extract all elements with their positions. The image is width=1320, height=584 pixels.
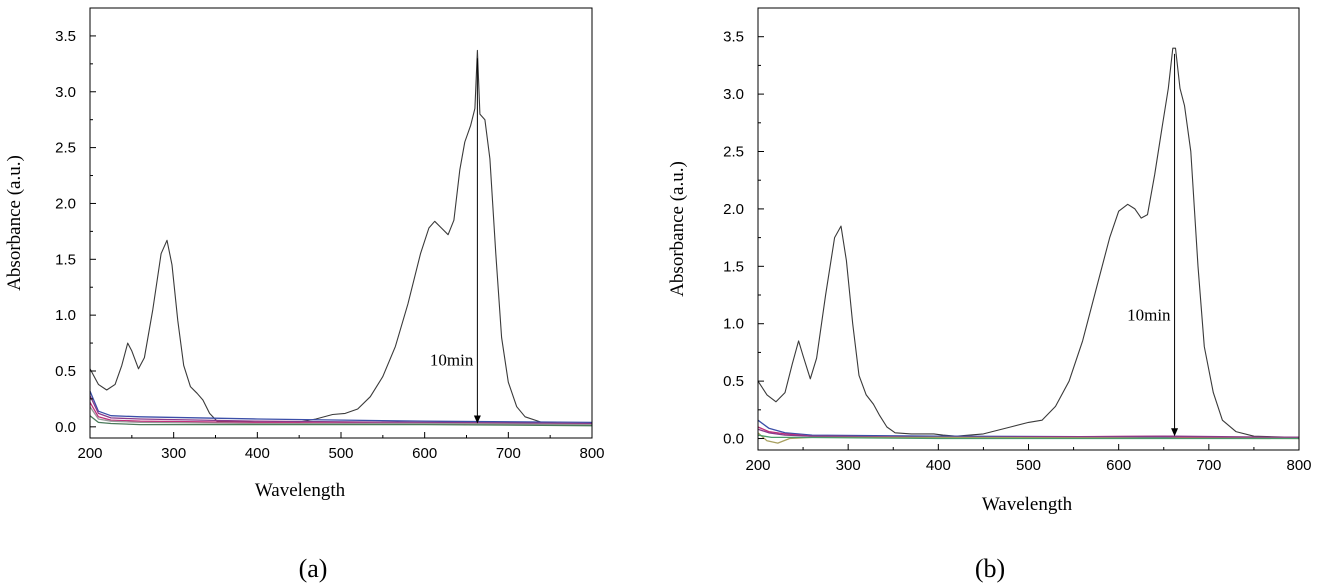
x-tick-label: 800: [579, 445, 604, 462]
annotation-arrowhead: [1171, 428, 1179, 437]
x-axis-title: Wavelength: [982, 494, 1073, 515]
x-tick-label: 800: [1286, 457, 1311, 474]
x-tick-label: 700: [1196, 457, 1221, 474]
series-line: [757, 428, 1300, 439]
series-line: [89, 415, 593, 427]
y-axis-title: Absorbance (a.u.): [667, 161, 688, 297]
x-tick-label: 700: [496, 445, 521, 462]
series-line: [757, 434, 1299, 440]
x-tick-label: 500: [1016, 457, 1041, 474]
series-line: [89, 49, 592, 425]
y-tick-label: 3.5: [723, 29, 744, 46]
panel-label: (b): [975, 554, 1005, 583]
series-line: [757, 419, 1300, 439]
y-tick-label: 3.0: [55, 84, 76, 101]
panel-label: (a): [299, 554, 328, 583]
y-tick-label: 2.0: [723, 201, 744, 218]
y-tick-label: 3.0: [723, 86, 744, 103]
y-tick-label: 0.0: [55, 419, 76, 436]
panel-b: 200 300 400 500 600 700 800 0.0 0.5 1.0 1.5 2.0 2.5 3…: [667, 7, 1312, 583]
x-tick-label: 600: [412, 445, 437, 462]
y-tick-label: 2.5: [723, 144, 744, 161]
panel-a: 200 300 400 500 600 700 800 0.0 0.5 1.0 1.5 2.0 2.5 3…: [4, 7, 605, 583]
y-tick-label: 1.5: [55, 251, 76, 268]
x-tick-label: 300: [836, 457, 861, 474]
x-tick-label: 200: [745, 457, 770, 474]
y-tick-label: 0.5: [55, 363, 76, 380]
y-tick-label: 3.5: [55, 28, 76, 45]
x-axis-title: Wavelength: [255, 480, 346, 501]
annotation-arrowhead: [473, 415, 481, 424]
series-line: [89, 395, 593, 425]
annotation-label: 10min: [1127, 305, 1171, 324]
x-tick-label: 300: [161, 445, 186, 462]
y-axis-title: Absorbance (a.u.): [4, 155, 25, 291]
y-tick-label: 1.0: [55, 307, 76, 324]
x-tick-label: 500: [328, 445, 353, 462]
series-line: [757, 432, 1300, 444]
x-tick-label: 600: [1106, 457, 1131, 474]
x-tick-label: 400: [926, 457, 951, 474]
y-tick-label: 0.0: [723, 431, 744, 448]
y-tick-label: 1.0: [723, 316, 744, 333]
y-tick-label: 1.5: [723, 258, 744, 275]
series-line: [89, 390, 593, 424]
plot-frame: [89, 7, 593, 439]
x-tick-label: 200: [77, 445, 102, 462]
y-tick-label: 2.0: [55, 195, 76, 212]
y-tick-label: 0.5: [723, 373, 744, 390]
annotation-label: 10min: [430, 350, 474, 369]
y-tick-label: 2.5: [55, 140, 76, 157]
series-line: [757, 47, 1300, 438]
series-line: [89, 406, 593, 426]
x-tick-label: 400: [245, 445, 270, 462]
